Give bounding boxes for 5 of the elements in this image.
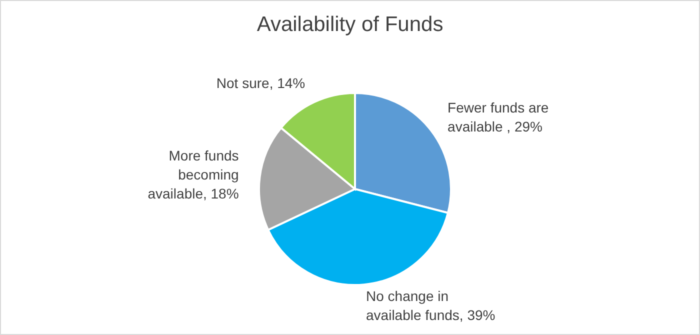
slice-label: No change in available funds, 39% (366, 288, 496, 324)
slice-label: Fewer funds are available , 29% (448, 100, 549, 135)
slice-label: Not sure, 14% (216, 75, 306, 92)
chart-title: Availability of Funds (256, 13, 444, 37)
slice-label: More funds becoming available, 18% (148, 147, 239, 202)
